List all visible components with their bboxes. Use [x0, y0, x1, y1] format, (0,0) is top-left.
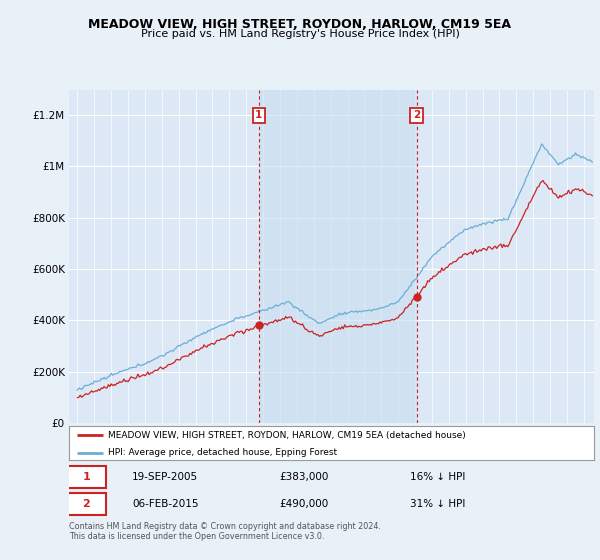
Text: 31% ↓ HPI: 31% ↓ HPI: [410, 500, 466, 509]
FancyBboxPatch shape: [67, 493, 106, 515]
Text: £383,000: £383,000: [279, 472, 328, 482]
Text: Contains HM Land Registry data © Crown copyright and database right 2024.
This d: Contains HM Land Registry data © Crown c…: [69, 522, 381, 542]
Text: 1: 1: [255, 110, 263, 120]
Text: MEADOW VIEW, HIGH STREET, ROYDON, HARLOW, CM19 5EA: MEADOW VIEW, HIGH STREET, ROYDON, HARLOW…: [89, 18, 511, 31]
Text: HPI: Average price, detached house, Epping Forest: HPI: Average price, detached house, Eppi…: [109, 448, 337, 457]
Text: 06-FEB-2015: 06-FEB-2015: [132, 500, 199, 509]
Text: £490,000: £490,000: [279, 500, 328, 509]
Text: MEADOW VIEW, HIGH STREET, ROYDON, HARLOW, CM19 5EA (detached house): MEADOW VIEW, HIGH STREET, ROYDON, HARLOW…: [109, 431, 466, 440]
Text: Price paid vs. HM Land Registry's House Price Index (HPI): Price paid vs. HM Land Registry's House …: [140, 29, 460, 39]
Text: 19-SEP-2005: 19-SEP-2005: [132, 472, 198, 482]
Text: 2: 2: [413, 110, 420, 120]
Bar: [259, 90, 416, 423]
Text: 16% ↓ HPI: 16% ↓ HPI: [410, 472, 466, 482]
Text: 1: 1: [82, 472, 90, 482]
FancyBboxPatch shape: [67, 466, 106, 488]
Text: 2: 2: [82, 500, 90, 509]
